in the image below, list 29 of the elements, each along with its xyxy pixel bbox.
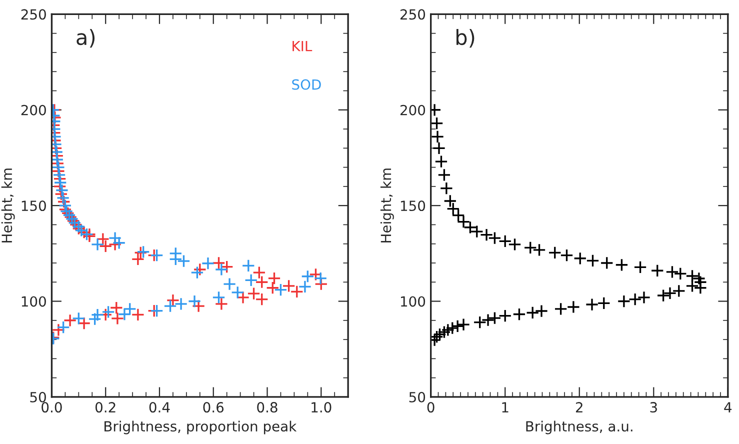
x-tick-label: 0.8 (257, 402, 278, 413)
text: KIL (292, 41, 312, 52)
x-tick-label: 2 (576, 402, 582, 412)
y-tick-label: 50 (409, 392, 426, 402)
y-tick-label: 150 (400, 200, 426, 212)
x-tick-label: 4 (724, 402, 732, 412)
x-tick-label: 0 (427, 402, 434, 413)
x-axis-title: Brightness, proportion peak (104, 420, 297, 434)
annotation: a) (76, 29, 95, 48)
x-tick-label: 0.2 (95, 402, 116, 413)
x-tick-label: 1.0 (312, 402, 332, 413)
y-tick-label: 250 (21, 9, 46, 20)
y-tick-label: 50 (30, 392, 46, 402)
x-tick-label: 0.4 (149, 402, 170, 413)
y-axis-title: Height, km (1, 168, 15, 242)
y-tick-label: 250 (400, 9, 426, 20)
x-axis-title: Brightness, a.u. (526, 420, 632, 434)
y-axis-title: Height, km (380, 168, 394, 242)
x-tick-label: 0.6 (203, 402, 224, 413)
annotation: b) (456, 28, 474, 48)
y-tick-label: 200 (21, 104, 46, 116)
y-tick-label: 200 (400, 104, 426, 116)
x-tick-label: 0.0 (42, 402, 62, 413)
y-tick-label: 100 (400, 296, 426, 307)
text: SOD (292, 79, 321, 90)
x-tick-label: 3 (650, 402, 657, 413)
y-tick-label: 150 (22, 200, 46, 212)
x-tick-label: 1 (502, 402, 508, 412)
y-tick-label: 100 (22, 296, 46, 307)
